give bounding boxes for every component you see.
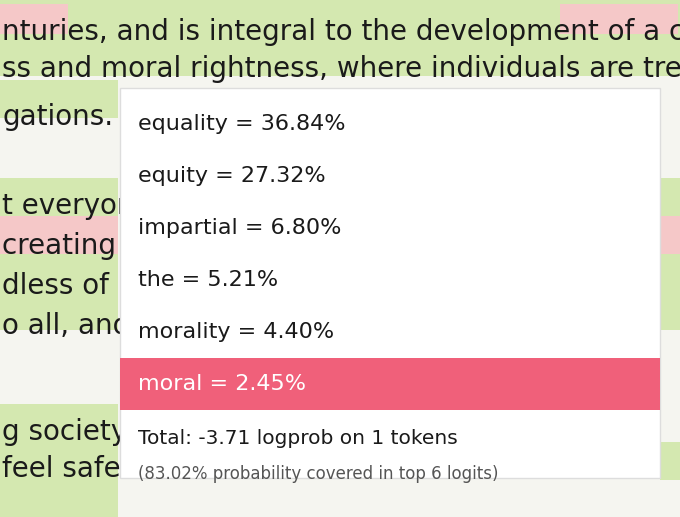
Bar bbox=[0, 38, 680, 76]
Bar bbox=[0, 216, 118, 254]
Text: equality = 36.84%: equality = 36.84% bbox=[138, 114, 345, 134]
Bar bbox=[660, 216, 680, 254]
Bar bbox=[660, 178, 680, 216]
Text: impartial = 6.80%: impartial = 6.80% bbox=[138, 218, 341, 238]
Text: dless of ra: dless of ra bbox=[2, 272, 146, 300]
Bar bbox=[0, 254, 118, 292]
Bar bbox=[0, 442, 118, 480]
Text: o all, and e: o all, and e bbox=[2, 312, 156, 340]
Text: g society.: g society. bbox=[2, 418, 132, 446]
Bar bbox=[0, 0, 680, 38]
Bar bbox=[0, 4, 68, 34]
Bar bbox=[420, 42, 678, 72]
Bar bbox=[120, 88, 660, 478]
Bar bbox=[660, 442, 680, 480]
Bar bbox=[0, 80, 118, 118]
Bar bbox=[660, 254, 680, 292]
Bar bbox=[168, 42, 348, 72]
Bar bbox=[0, 404, 118, 442]
Text: Total: -3.71 logprob on 1 tokens: Total: -3.71 logprob on 1 tokens bbox=[138, 429, 458, 448]
Text: ss and moral rightness, where individuals are treated: ss and moral rightness, where individual… bbox=[2, 55, 680, 83]
Bar bbox=[120, 358, 660, 410]
Text: nturies, and is integral to the development of a civil: nturies, and is integral to the developm… bbox=[2, 18, 680, 46]
Text: creating a: creating a bbox=[2, 232, 142, 260]
Text: moral = 2.45%: moral = 2.45% bbox=[138, 374, 306, 394]
Bar bbox=[560, 4, 678, 34]
Text: gations.: gations. bbox=[2, 103, 113, 131]
Bar bbox=[0, 292, 118, 330]
Text: morality = 4.40%: morality = 4.40% bbox=[138, 322, 334, 342]
Bar bbox=[660, 292, 680, 330]
Bar bbox=[0, 178, 118, 216]
Text: feel safe o: feel safe o bbox=[2, 455, 146, 483]
Text: the = 5.21%: the = 5.21% bbox=[138, 270, 278, 290]
Text: (83.02% probability covered in top 6 logits): (83.02% probability covered in top 6 log… bbox=[138, 465, 498, 483]
Text: equity = 27.32%: equity = 27.32% bbox=[138, 166, 326, 186]
Bar bbox=[0, 480, 118, 517]
Text: t everyone: t everyone bbox=[2, 192, 152, 220]
